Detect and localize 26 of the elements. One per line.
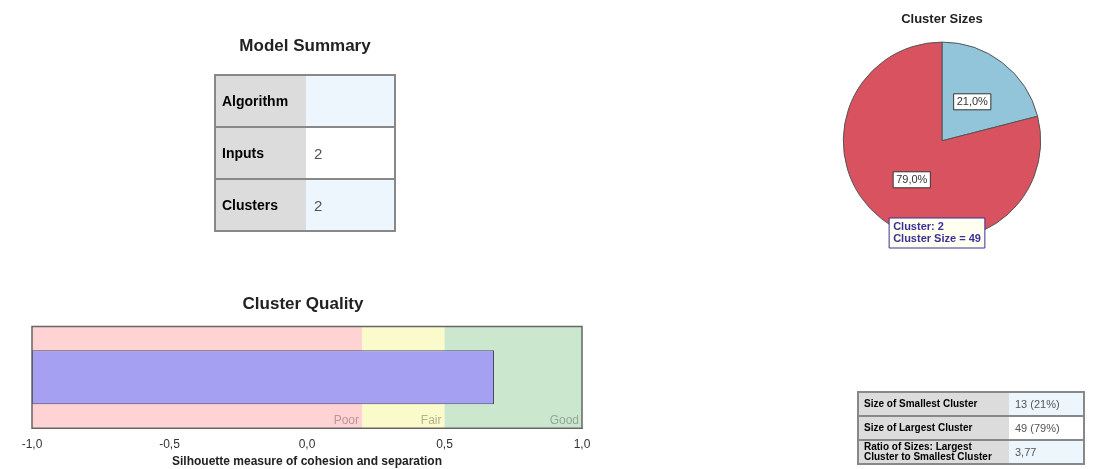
category-label: Size of Largest Cluster	[858, 416, 1009, 440]
category-label: Clusters	[215, 179, 306, 231]
x-tick-label: 0,0	[298, 436, 316, 451]
category-label: Ratio of Sizes: Largest Cluster to Smallest Cluster	[858, 440, 1009, 464]
category-label: Inputs	[215, 127, 306, 179]
band-label: Good	[549, 412, 579, 427]
text: 49 (79%)	[1015, 422, 1060, 434]
category-label: Size of Smallest Cluster	[858, 392, 1009, 416]
category-label: Algorithm	[215, 75, 306, 127]
data-label: 21,0%	[956, 94, 989, 107]
chart-title: Cluster Sizes	[901, 11, 983, 27]
band-label: Fair	[420, 412, 442, 427]
text: Cluster: 2 Cluster Size = 49	[893, 220, 981, 245]
data-label: 79,0%	[896, 172, 928, 185]
data-label: 2	[306, 127, 395, 179]
text: Model Summary	[238, 36, 372, 56]
x-tick-label: -1,0	[21, 436, 43, 451]
x-tick-label: -0,5	[159, 436, 181, 451]
chart-title: Cluster Quality	[242, 293, 364, 313]
text: 3,77	[1015, 446, 1037, 458]
x-tick-label: 0,5	[436, 436, 454, 451]
data-label: 2	[306, 179, 395, 231]
x-axis-title: Silhouette measure of cohesion and separation	[171, 454, 443, 469]
x-tick-label: 1,0	[573, 436, 591, 451]
band-label: Poor	[333, 412, 359, 427]
text: 13 (21%)	[1015, 398, 1060, 410]
